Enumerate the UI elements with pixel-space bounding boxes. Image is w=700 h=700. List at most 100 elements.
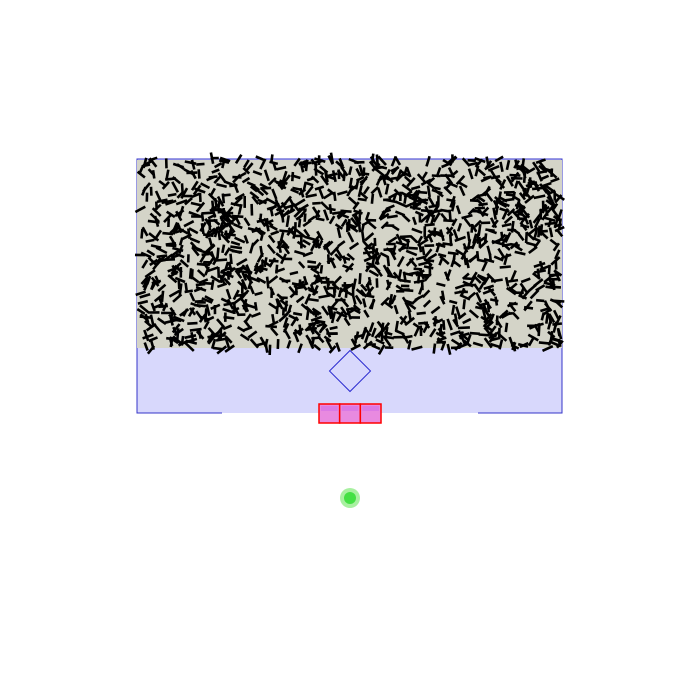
granular-stick — [416, 173, 426, 183]
granular-stick — [499, 207, 510, 213]
granular-stick — [286, 339, 292, 349]
granular-stick — [445, 226, 454, 235]
granular-stick — [278, 312, 289, 323]
granular-stick — [318, 188, 325, 200]
granular-stick — [370, 255, 376, 269]
granular-stick — [321, 305, 330, 316]
granular-stick — [417, 190, 428, 195]
granular-stick — [455, 175, 466, 186]
granular-stick — [429, 328, 437, 338]
granular-stick — [445, 181, 459, 188]
granular-stick — [279, 231, 285, 243]
diamond-obstacle[interactable] — [328, 349, 372, 393]
granular-stick — [197, 329, 202, 339]
granular-stick — [460, 249, 468, 260]
granular-stick — [557, 218, 562, 230]
granular-stick — [274, 198, 281, 209]
granular-stick — [547, 330, 556, 339]
granular-stick — [149, 314, 155, 327]
granular-stick — [368, 269, 380, 278]
granular-stick — [505, 193, 516, 197]
granular-stick — [198, 278, 209, 285]
granular-stick — [303, 213, 307, 222]
granular-stick — [184, 197, 193, 206]
granular-stick — [469, 331, 480, 336]
granular-stick — [498, 195, 508, 203]
granular-stick — [402, 271, 407, 283]
granular-stick — [234, 236, 246, 244]
granular-stick — [533, 239, 541, 249]
target-core — [344, 492, 356, 504]
granular-stick — [265, 276, 270, 289]
granular-stick — [477, 168, 487, 177]
granular-stick — [232, 305, 240, 316]
granular-stick — [336, 209, 345, 218]
granular-stick — [188, 307, 197, 316]
granular-stick — [364, 262, 373, 273]
granular-stick — [370, 153, 375, 164]
granular-stick — [387, 274, 397, 279]
granular-stick — [202, 261, 211, 272]
granular-stick — [308, 340, 315, 350]
granular-stick — [542, 307, 553, 316]
granular-stick — [150, 276, 160, 287]
granular-stick — [499, 161, 504, 172]
granular-stick — [335, 160, 345, 170]
granular-stick — [197, 169, 201, 179]
granular-stick — [268, 320, 279, 328]
granular-stick — [421, 171, 428, 180]
granular-stick — [533, 278, 544, 288]
granular-stick — [267, 234, 276, 244]
granular-stick — [304, 159, 309, 172]
granular-stick — [135, 290, 146, 297]
granular-stick — [501, 222, 512, 228]
granular-stick — [292, 331, 300, 343]
granular-stick — [241, 272, 248, 282]
granular-stick — [312, 201, 321, 205]
granular-stick — [436, 242, 446, 248]
granular-stick — [178, 283, 183, 296]
granular-stick — [368, 299, 376, 310]
granular-stick — [268, 259, 279, 263]
granular-stick — [322, 240, 332, 249]
granular-stick — [335, 310, 348, 319]
target[interactable] — [340, 488, 360, 508]
granular-stick — [199, 221, 207, 232]
granular-stick — [163, 213, 173, 224]
granular-stick — [413, 199, 424, 209]
granular-stick — [337, 190, 348, 196]
granular-stick — [424, 223, 435, 227]
granular-stick — [489, 336, 501, 342]
granular-stick — [454, 235, 467, 243]
granular-stick — [458, 185, 466, 197]
granular-stick — [477, 210, 489, 217]
granular-stick — [533, 269, 547, 274]
granular-stick — [508, 302, 517, 313]
granular-stick — [327, 307, 333, 320]
granular-stick — [475, 305, 487, 311]
granular-stick — [254, 291, 263, 297]
granular-stick — [361, 219, 371, 227]
granular-stick — [191, 192, 201, 199]
granular-stick — [247, 226, 260, 233]
granular-stick — [291, 171, 295, 182]
granular-stick — [221, 244, 226, 254]
granular-stick — [217, 172, 227, 184]
granular-stick — [241, 176, 251, 184]
granular-stick — [315, 217, 325, 222]
granular-stick — [288, 314, 300, 322]
granular-stick — [305, 305, 316, 316]
granular-stick — [408, 246, 418, 250]
granular-stick — [440, 290, 446, 301]
granular-stick — [527, 226, 539, 236]
granular-stick — [337, 240, 346, 248]
granular-stick — [177, 340, 188, 347]
granular-stick — [168, 337, 174, 347]
granular-stick — [353, 209, 363, 215]
granular-stick — [370, 193, 375, 204]
granular-stick — [489, 217, 498, 229]
granular-stick — [547, 264, 551, 275]
granular-stick — [395, 172, 405, 182]
granular-stick — [251, 195, 260, 205]
granular-stick — [424, 205, 432, 217]
